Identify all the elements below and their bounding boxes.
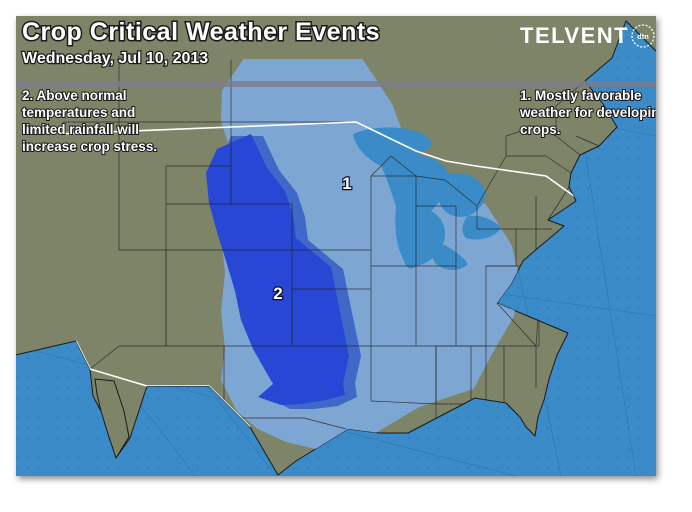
svg-text:1: 1	[342, 174, 351, 193]
svg-text:Crop Critical Weather Events: Crop Critical Weather Events	[22, 18, 380, 46]
svg-text:TELVENT: TELVENT	[520, 23, 629, 48]
svg-text:2: 2	[273, 284, 282, 303]
svg-text:Wednesday, Jul 10, 2013: Wednesday, Jul 10, 2013	[22, 50, 208, 67]
svg-text:dtn: dtn	[637, 32, 649, 41]
